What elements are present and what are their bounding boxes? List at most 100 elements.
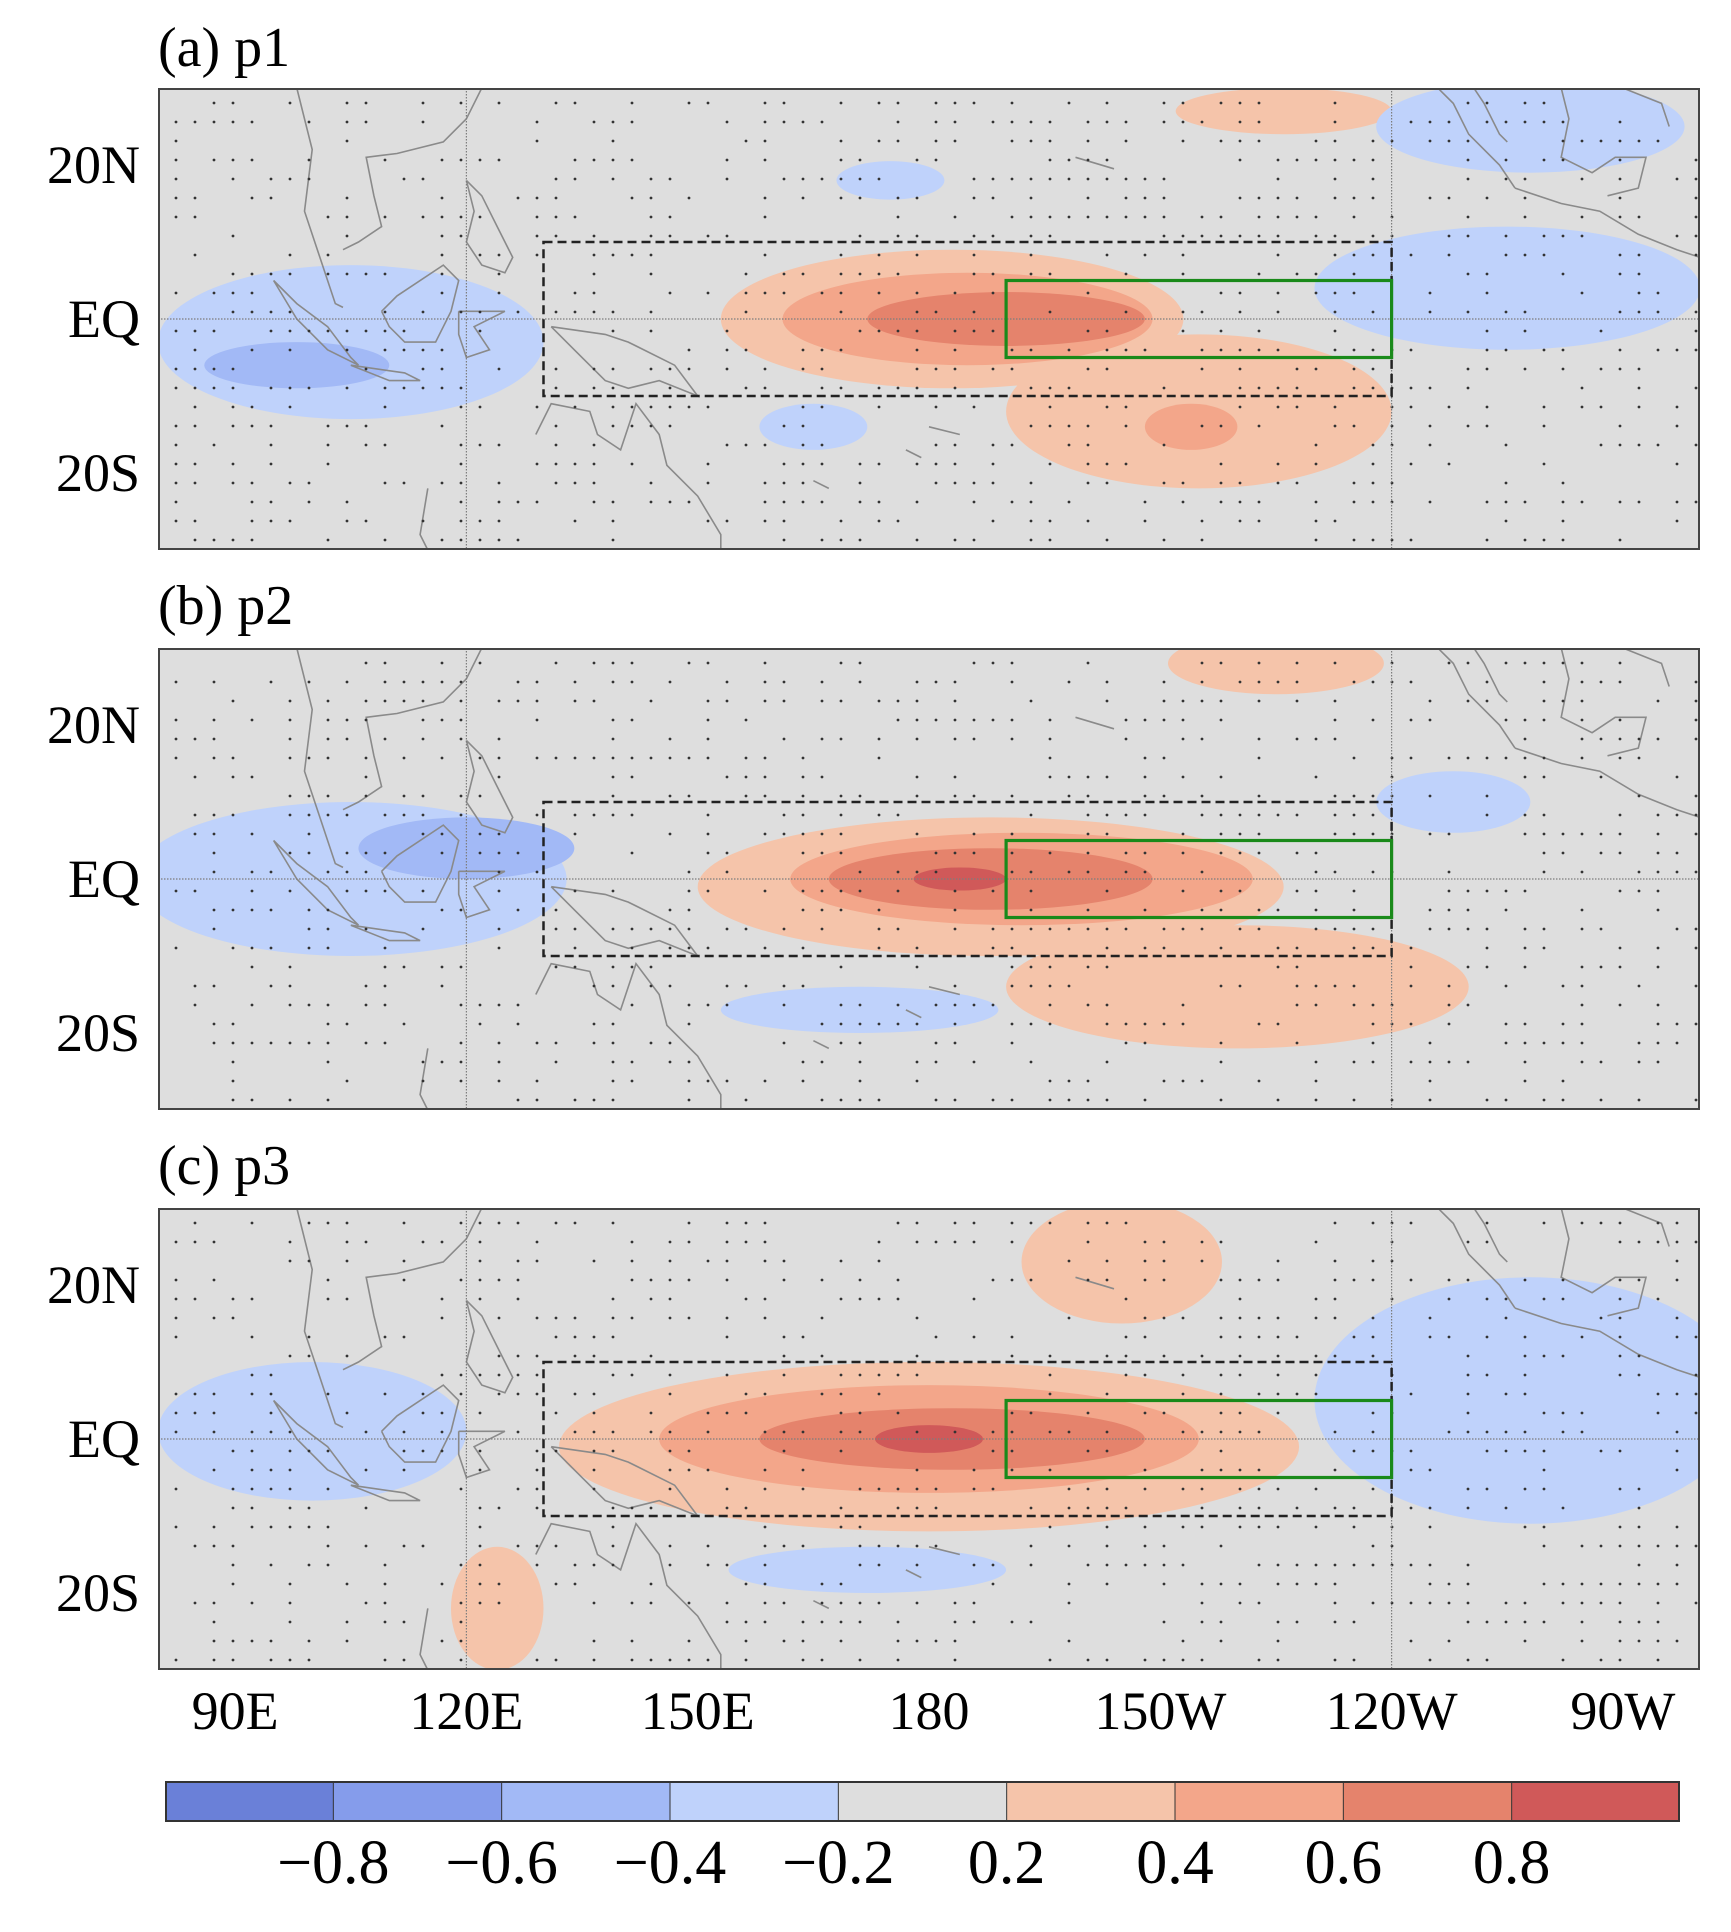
coastline-13 [1075, 1276, 1115, 1290]
coastline-12 [928, 1546, 960, 1556]
lat-label-eq: EQ [68, 1409, 140, 1469]
warm-anomaly-5 [1168, 648, 1384, 695]
lat-label-20s: 20S [55, 1563, 140, 1623]
coastline-9 [535, 1522, 722, 1670]
coastline-4 [380, 824, 460, 903]
coastline-6 [465, 179, 514, 274]
coastline-3 [350, 364, 421, 382]
cold-anomaly-11 [1376, 88, 1685, 173]
coastline-9 [535, 402, 722, 550]
coastline-0 [296, 88, 344, 309]
coastline-7 [550, 885, 701, 958]
lon-label-180: 180 [888, 1681, 970, 1741]
coastline-0 [296, 648, 344, 869]
warm-anomaly-1 [1006, 925, 1469, 1049]
coastline-11 [905, 1569, 922, 1579]
map-frame [158, 1208, 1700, 1670]
cold-anomaly-8 [836, 161, 945, 200]
nino34-box [1004, 838, 1394, 920]
coastline-10 [813, 1599, 830, 1610]
colorbar-segment-8 [1511, 1781, 1680, 1822]
map-frame [158, 88, 1700, 550]
coastline-18 [1622, 88, 1670, 127]
coastline-17 [1560, 648, 1648, 757]
lat-label-20n: 20N [47, 1255, 140, 1315]
coastline-15 [1472, 648, 1508, 703]
cold-anomaly-8 [728, 1546, 1007, 1593]
map-frame [158, 648, 1700, 1110]
significance-stipple [174, 661, 1698, 1102]
coastline-8 [419, 1608, 429, 1670]
coastline-18 [1622, 648, 1670, 687]
coastline-17 [1560, 1208, 1648, 1317]
colorbar-segment-1 [333, 1781, 503, 1822]
panel-title-c: (c) p3 [158, 1135, 291, 1197]
coastline-7 [550, 325, 701, 398]
colorbar-segment-2 [501, 1781, 671, 1822]
colorbar-segment-3 [670, 1781, 839, 1822]
colorbar-segment-4 [838, 1781, 1008, 1822]
map-panel-a [158, 88, 1700, 550]
coastline-12 [928, 426, 960, 436]
map-panel-b [158, 648, 1700, 1110]
lon-label-90w: 90W [1570, 1681, 1676, 1741]
colorbar-tick-label-4: 0.2 [967, 1829, 1046, 1897]
coastline-16 [1514, 187, 1700, 259]
coastline-3 [350, 1484, 421, 1502]
coastline-2 [272, 1399, 360, 1486]
coastline-4 [380, 1384, 460, 1463]
coastline-7 [550, 1445, 701, 1518]
coastline-5 [457, 870, 506, 919]
coastline-14 [1436, 1208, 1516, 1309]
coastline-10 [813, 479, 830, 490]
panel-title-a: (a) p1 [158, 17, 291, 79]
colorbar-tick-label-5: 0.4 [1136, 1829, 1214, 1897]
lat-label-20s: 20S [55, 443, 140, 503]
coastline-0 [296, 1208, 344, 1429]
colorbar-tick-label-0: −0.8 [277, 1829, 390, 1897]
coastline-8 [419, 1048, 429, 1110]
lon-label-120e: 120E [409, 1681, 524, 1741]
cold-anomaly-7 [358, 817, 575, 879]
lon-label-120w: 120W [1325, 1681, 1458, 1741]
cold-anomaly-9 [1376, 771, 1531, 833]
nino34-box [1004, 278, 1394, 360]
colorbar-tick-label-1: −0.6 [445, 1829, 558, 1897]
coastline-16 [1514, 747, 1700, 819]
lat-label-eq: EQ [68, 289, 140, 349]
coastline-10 [813, 1039, 830, 1050]
coastline-2 [272, 839, 360, 926]
cold-anomaly-6 [158, 265, 544, 420]
warm-anomaly-4 [1021, 1208, 1222, 1324]
colorbar-segment-7 [1343, 1781, 1513, 1822]
cold-anomaly-9 [759, 403, 868, 450]
cold-anomaly-10 [1314, 226, 1700, 350]
colorbar-frame [165, 1781, 1680, 1822]
warm-anomaly-5 [1175, 88, 1392, 135]
warm-anomaly-5 [450, 1546, 544, 1670]
coastline-15 [1472, 88, 1508, 143]
coastline-9 [535, 962, 722, 1110]
cold-anomaly-7 [1314, 1277, 1700, 1524]
lon-label-150w: 150W [1094, 1681, 1227, 1741]
map-panel-c [158, 1208, 1700, 1670]
lon-label-150e: 150E [640, 1681, 755, 1741]
significance-stipple [174, 101, 1698, 542]
colorbar-tick-label-7: 0.8 [1472, 1829, 1551, 1897]
panel-title-b: (b) p2 [158, 575, 294, 637]
colorbar-tick-label-6: 0.6 [1304, 1829, 1383, 1897]
lat-label-20n: 20N [47, 135, 140, 195]
colorbar-tick-label-3: −0.2 [782, 1829, 895, 1897]
significance-stipple [174, 1221, 1698, 1662]
coastline-8 [419, 488, 429, 550]
cold-anomaly-8 [720, 986, 999, 1033]
colorbar-tick-label-2: −0.4 [613, 1829, 727, 1897]
colorbar-segment-0 [165, 1781, 334, 1822]
warm-anomaly-4 [1144, 403, 1238, 450]
lat-label-eq: EQ [68, 849, 140, 909]
lat-label-20n: 20N [47, 695, 140, 755]
coastline-16 [1514, 1307, 1700, 1379]
coastline-18 [1622, 1208, 1670, 1247]
coastline-14 [1436, 648, 1516, 749]
colorbar-segment-6 [1175, 1781, 1344, 1822]
